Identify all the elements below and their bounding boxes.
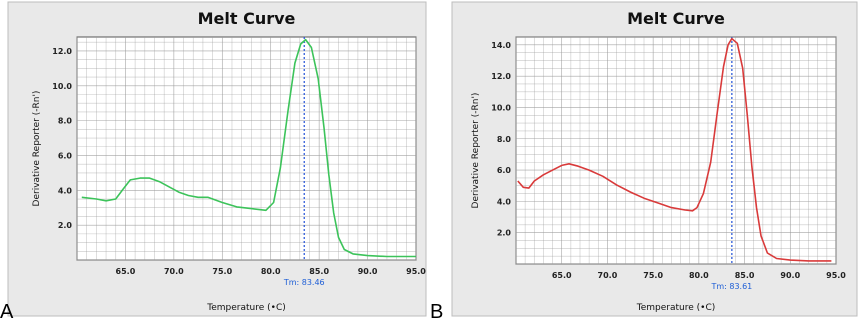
panel-letter-a: A [0,301,14,323]
chart-title: Melt Curve [198,9,296,28]
melt-curve-chart-a: Melt Curve 65.0 70.0 75.0 80.0 85.0 90.0 95.0 2.… [7,1,427,317]
x-tick-label: 75.0 [212,267,232,276]
melt-curve-series-line [81,38,416,258]
y-tick-label: 10.0 [491,103,511,112]
x-tick-label: 90.0 [358,267,378,276]
x-tick-label: 95.0 [826,271,846,280]
y-axis-label: Derivative Reporter (-Rn') [32,91,42,207]
x-tick-label: 90.0 [780,271,800,280]
x-tick-label: 85.0 [309,267,329,276]
y-tick-label: 8.0 [497,135,512,144]
y-tick-label: 12.0 [52,47,72,56]
x-tick-label: 70.0 [598,271,618,280]
x-tick-label: 85.0 [735,271,755,280]
y-tick-label: 4.0 [58,186,73,195]
tm-label: Tm: 83.61 [710,282,752,291]
tm-label: Tm: 83.46 [283,278,325,287]
y-tick-label: 14.0 [491,41,511,50]
y-tick-label: 2.0 [497,229,512,238]
x-axis-label: Temperature (•C) [636,303,716,313]
y-tick-label: 2.0 [58,221,73,230]
y-tick-label: 4.0 [497,197,512,206]
y-tick-label: 12.0 [491,72,511,81]
plot-area [515,36,837,265]
x-tick-label: 95.0 [406,267,426,276]
melt-curve-series-line [517,37,832,262]
x-tick-label: 75.0 [643,271,663,280]
x-tick-label: 65.0 [116,267,136,276]
y-tick-label: 6.0 [58,151,73,160]
y-tick-label: 8.0 [58,117,73,126]
x-tick-label: 80.0 [261,267,281,276]
chart-title: Melt Curve [627,9,725,28]
panel-letter-b: B [430,301,444,323]
y-tick-label: 10.0 [52,82,72,91]
x-tick-label: 70.0 [164,267,184,276]
melt-curve-chart-b: Melt Curve 65.0 70.0 75.0 80.0 85.0 90.0 95.0 2.… [451,1,858,317]
x-axis-label: Temperature (•C) [206,303,286,313]
panel-b: Melt Curve 65.0 70.0 75.0 80.0 85.0 90.0 95.0 2.… [430,0,861,323]
y-tick-label: 6.0 [497,166,512,175]
panel-a: Melt Curve 65.0 70.0 75.0 80.0 85.0 90.0 95.0 2.… [0,0,430,323]
y-axis-label: Derivative Reporter (-Rn') [471,93,481,209]
x-tick-label: 80.0 [689,271,709,280]
x-tick-label: 65.0 [552,271,572,280]
grid-lines [515,36,837,265]
plot-area [76,36,417,261]
